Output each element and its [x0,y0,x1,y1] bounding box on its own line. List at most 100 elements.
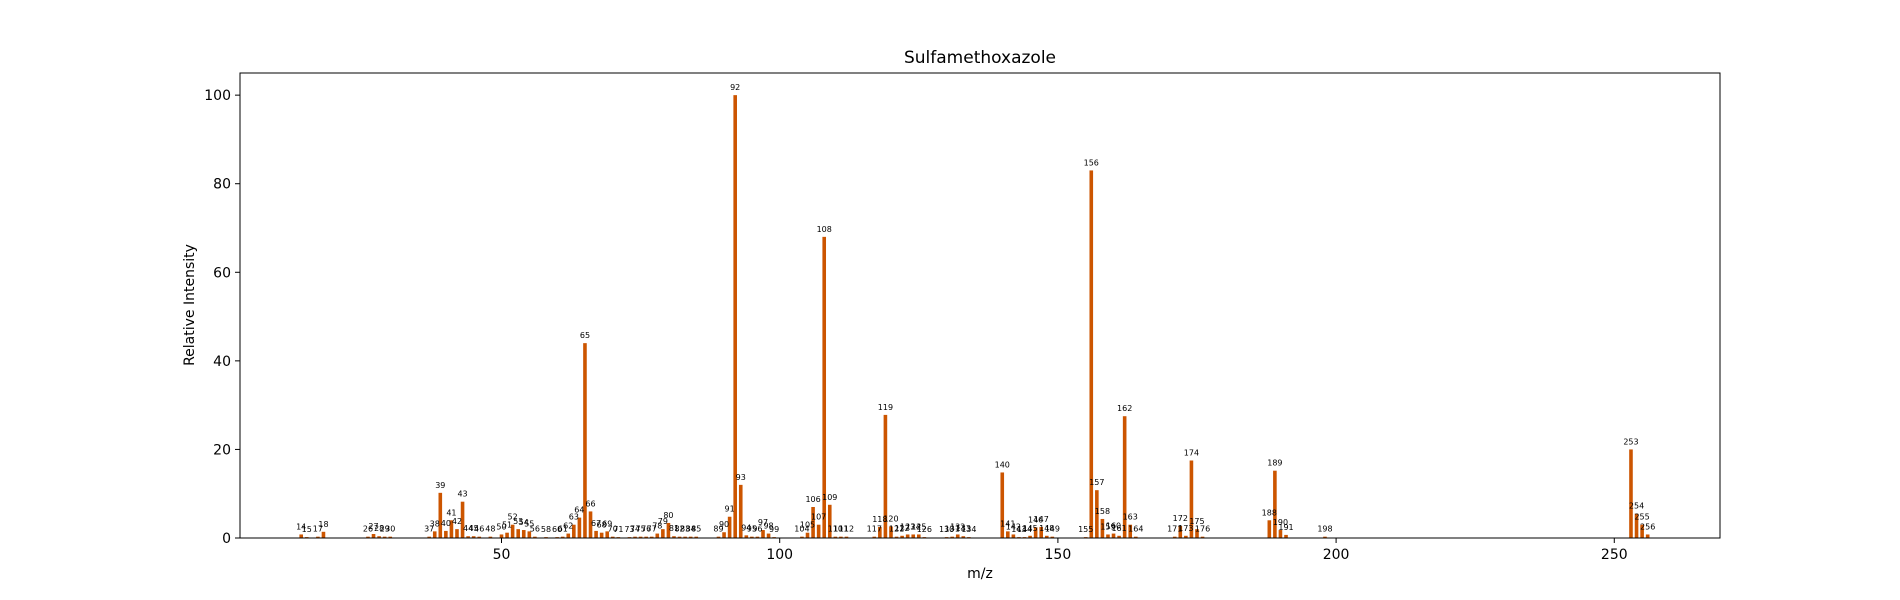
peak-bar [572,524,576,538]
peak-bar [432,531,437,538]
peak-label: 175 [1189,517,1204,526]
plot-frame [239,72,1721,539]
peak-bar [766,533,771,538]
peak-bar [716,536,721,538]
peak-bar [872,536,877,538]
peak-label: 63 [569,513,579,522]
peak-label: 172 [1173,514,1188,523]
peak-label: 106 [805,495,820,504]
peak-label: 125 [911,522,926,531]
peak-bar [727,516,732,538]
peak-label: 91 [725,505,735,514]
peak-bar [1284,534,1288,538]
peak-label: 256 [1640,522,1655,531]
peak-bar [449,520,454,538]
peak-label: 134 [961,525,976,534]
chart-title: Sulfamethoxazole [904,48,1056,68]
peak-bar [1634,513,1639,538]
peak-label: 171 [1167,525,1182,534]
y-tick-label: 100 [204,88,231,104]
peak-label: 198 [1317,525,1332,534]
peak-bar [905,534,910,538]
peak-label: 142 [1006,522,1021,531]
peak-bar [811,507,815,538]
peak-label: 73 [624,525,634,534]
peak-bar [1128,524,1133,538]
peak-label: 176 [1195,525,1210,534]
peak-bar [800,536,804,538]
peak-label: 162 [1117,404,1132,413]
peak-label: 15 [302,525,312,534]
peak-bar [688,536,693,538]
peak-label: 44 [463,524,473,533]
peak-bar [438,492,443,538]
peak-label: 54 [519,518,529,527]
peak-bar [750,536,754,538]
peak-label: 55 [524,519,534,528]
peak-label: 45 [469,524,479,533]
peak-bar [521,530,526,538]
peak-bar [761,530,765,538]
peak-bar [1273,470,1277,538]
peak-bar [1011,534,1016,538]
peak-bar [1039,526,1043,538]
peak-label: 117 [867,525,882,534]
peak-label: 70 [608,525,618,534]
peak-bar [588,511,593,538]
peak-label: 173 [1178,524,1193,533]
peak-bar [661,529,665,538]
peak-bar [1100,518,1105,538]
peak-bar [1122,416,1127,538]
peak-label: 46 [474,525,484,534]
peak-bar [299,534,303,538]
peak-label: 95 [747,525,757,534]
peak-label: 61 [558,525,568,534]
peak-label: 65 [580,331,590,340]
peak-label: 130 [939,525,954,534]
peak-label: 107 [811,513,826,522]
peak-bar [961,536,966,538]
peak-bar [477,536,482,538]
peak-label: 69 [602,519,612,528]
y-tick-label: 60 [213,265,231,281]
peak-bar [1106,534,1110,538]
peak-label: 163 [1123,513,1138,522]
peak-label: 160 [1106,522,1121,531]
x-tick-label: 50 [493,547,511,563]
peak-label: 120 [883,514,898,523]
peak-label: 29 [380,525,390,534]
peak-bar [566,533,571,538]
peak-label: 77 [647,525,657,534]
peak-bar [583,343,587,538]
peak-bar [644,536,648,538]
peak-label: 38 [430,519,440,528]
peak-label: 123 [900,522,915,531]
peak-bar [955,534,960,538]
peak-bar [672,536,676,538]
peak-label: 92 [730,83,740,92]
x-axis-label: m/z [967,566,993,582]
peak-bar [844,536,849,538]
peak-bar [1111,533,1116,538]
peak-bar [1200,536,1205,538]
peak-bar [900,535,904,538]
peak-label: 39 [435,481,445,490]
peak-bar [516,529,520,538]
peak-label: 132 [950,522,965,531]
peak-bar [466,536,470,538]
peak-label: 64 [574,506,584,515]
peak-label: 133 [956,524,971,533]
peak-label: 145 [1022,524,1037,533]
peak-label: 30 [385,525,395,534]
peak-bar [677,536,682,538]
peak-bar [683,536,687,538]
peak-label: 27 [368,522,378,531]
peak-bar [427,536,431,538]
peak-label: 140 [995,460,1010,469]
peak-bar [911,534,916,538]
peak-label: 51 [502,521,512,530]
peak-label: 104 [794,525,809,534]
peak-label: 99 [769,525,779,534]
x-axis-ticks: 50 100 150 200 250 [493,538,1628,563]
peak-bar [1195,529,1199,538]
